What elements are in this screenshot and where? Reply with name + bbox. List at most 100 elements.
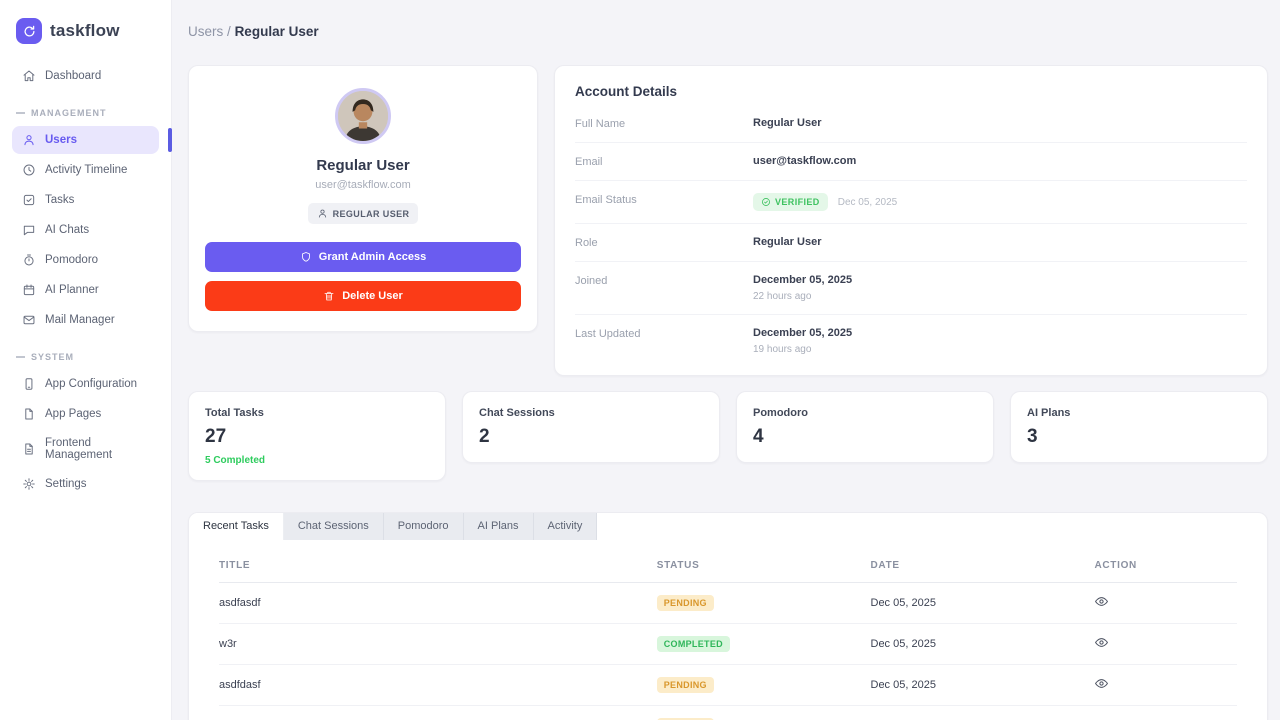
sidebar-item-label: Users	[45, 134, 77, 146]
profile-email: user@taskflow.com	[315, 179, 411, 191]
table-row: w3r COMPLETED Dec 05, 2025	[219, 623, 1237, 665]
tab-chat-sessions[interactable]: Chat Sessions	[283, 513, 384, 540]
section-dash	[16, 112, 25, 114]
detail-label: Joined	[575, 275, 608, 287]
column-header-status: STATUS	[656, 548, 871, 583]
sidebar-item-tasks[interactable]: Tasks	[12, 186, 159, 214]
tab-pomodoro[interactable]: Pomodoro	[383, 513, 464, 540]
sidebar-item-pomodoro[interactable]: Pomodoro	[12, 246, 159, 274]
sidebar-item-mail-manager[interactable]: Mail Manager	[12, 306, 159, 334]
detail-relative-time: 22 hours ago	[753, 291, 812, 302]
stat-value: 3	[1027, 426, 1038, 447]
trash-icon	[323, 290, 335, 302]
section-dash	[16, 356, 25, 358]
view-task-eye-icon[interactable]	[1094, 676, 1109, 691]
sidebar-item-dashboard[interactable]: Dashboard	[12, 62, 159, 90]
status-badge: PENDING	[656, 677, 714, 693]
stat-value: 4	[753, 426, 764, 447]
chat-icon	[22, 223, 36, 237]
page-icon	[22, 407, 36, 421]
stat-card-chat-sessions: Chat Sessions 2	[462, 391, 720, 463]
stat-card-ai-plans: AI Plans 3	[1010, 391, 1268, 463]
verified-badge-label: VERIFIED	[775, 197, 820, 207]
sidebar-section-system: SYSTEM	[16, 352, 155, 362]
breadcrumb-separator: /	[227, 24, 231, 39]
detail-relative-time: 19 hours ago	[753, 344, 812, 355]
sidebar-item-activity-timeline[interactable]: Activity Timeline	[12, 156, 159, 184]
delete-user-button[interactable]: Delete User	[205, 281, 521, 311]
person-icon	[317, 208, 328, 219]
stat-value: 27	[205, 426, 227, 447]
recent-tasks-table: TITLE STATUS DATE ACTION asdfasdf PENDIN…	[189, 540, 1267, 720]
stats-row: Total Tasks 27 5 Completed Chat Sessions…	[188, 391, 1268, 481]
sidebar-item-frontend-management[interactable]: Frontend Management	[12, 430, 159, 468]
detail-row-email-status: Email Status VERIFIED Dec 05, 2025	[575, 181, 1247, 224]
account-details-card: Account Details Full Name Regular User E…	[554, 65, 1268, 376]
grant-admin-access-button[interactable]: Grant Admin Access	[205, 242, 521, 272]
detail-row-joined: Joined December 05, 2025 22 hours ago	[575, 262, 1247, 315]
user-profile-card: Regular User user@taskflow.com REGULAR U…	[188, 65, 538, 332]
view-task-eye-icon[interactable]	[1094, 635, 1109, 650]
detail-value: Regular User	[753, 236, 822, 248]
avatar	[335, 88, 391, 144]
task-title: w3r	[219, 623, 657, 665]
sidebar-item-label: Dashboard	[45, 70, 102, 82]
tab-ai-plans[interactable]: AI Plans	[463, 513, 534, 540]
detail-value: December 05, 2025	[753, 274, 853, 286]
breadcrumb-parent[interactable]: Users	[188, 24, 224, 39]
role-badge: REGULAR USER	[307, 203, 419, 224]
detail-label: Role	[575, 237, 598, 249]
sidebar-item-ai-planner[interactable]: AI Planner	[12, 276, 159, 304]
task-date: Dec 05, 2025	[870, 623, 1095, 665]
section-label: SYSTEM	[31, 352, 75, 362]
task-title: File WoWonder License Certific...	[219, 705, 657, 720]
sidebar-section-management: MANAGEMENT	[16, 108, 155, 118]
verified-date: Dec 05, 2025	[837, 196, 898, 208]
tab-recent-tasks[interactable]: Recent Tasks	[189, 513, 284, 540]
verified-badge: VERIFIED	[753, 193, 828, 211]
status-badge: COMPLETED	[656, 636, 730, 652]
sidebar-item-label: Frontend Management	[45, 437, 113, 461]
column-header-date: DATE	[870, 548, 1095, 583]
sidebar-item-label: Pomodoro	[45, 254, 99, 266]
sidebar-item-label: Tasks	[45, 194, 75, 206]
sidebar-item-users[interactable]: Users	[12, 126, 172, 154]
task-title: asdfdasf	[219, 664, 657, 706]
detail-value: user@taskflow.com	[753, 155, 857, 167]
sidebar-item-label: Mail Manager	[45, 314, 115, 326]
sidebar-item-label: App Configuration	[45, 378, 138, 390]
detail-value: December 05, 2025	[753, 327, 853, 339]
sidebar-item-ai-chats[interactable]: AI Chats	[12, 216, 159, 244]
tab-strip: Recent Tasks Chat Sessions Pomodoro AI P…	[189, 513, 1267, 540]
stat-note: 5 Completed	[205, 455, 266, 466]
view-task-eye-icon[interactable]	[1094, 594, 1109, 609]
dashboard-icon	[22, 69, 36, 83]
task-title: asdfasdf	[219, 582, 657, 624]
users-icon	[22, 133, 36, 147]
detail-label: Email	[575, 156, 603, 168]
stat-label: Pomodoro	[753, 407, 808, 419]
document-icon	[22, 442, 36, 456]
status-badge: PENDING	[656, 595, 714, 611]
mail-icon	[22, 313, 36, 327]
table-row: asdfasdf PENDING Dec 05, 2025	[219, 582, 1237, 624]
table-row: asdfdasf PENDING Dec 05, 2025	[219, 664, 1237, 706]
delete-button-label: Delete User	[342, 290, 403, 302]
gear-icon	[22, 477, 36, 491]
column-header-title: TITLE	[219, 548, 657, 583]
tab-activity[interactable]: Activity	[533, 513, 598, 540]
sidebar-item-settings[interactable]: Settings	[12, 470, 159, 498]
brand-logo[interactable]: taskflow	[0, 14, 171, 60]
account-details-title: Account Details	[575, 84, 678, 99]
breadcrumb: Users / Regular User	[188, 24, 1268, 39]
taskflow-logo-icon	[16, 18, 42, 44]
sidebar-item-app-pages[interactable]: App Pages	[12, 400, 159, 428]
main-content: Users / Regular User Regular User user@t…	[172, 0, 1280, 720]
timer-icon	[22, 253, 36, 267]
detail-row-full-name: Full Name Regular User	[575, 105, 1247, 143]
profile-name: Regular User	[316, 157, 410, 174]
sidebar-item-app-configuration[interactable]: App Configuration	[12, 370, 159, 398]
task-date: Dec 05, 2025	[870, 664, 1095, 706]
sidebar-item-label: Activity Timeline	[45, 164, 128, 176]
section-label: MANAGEMENT	[31, 108, 107, 118]
